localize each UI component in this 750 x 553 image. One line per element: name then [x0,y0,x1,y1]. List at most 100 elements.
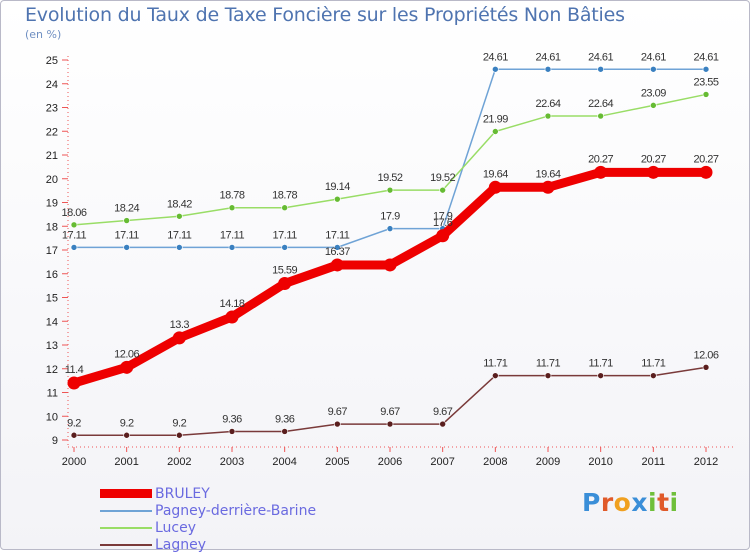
data-label-lucey: 18.78 [219,190,244,202]
data-label-lucey: 18.24 [114,203,139,215]
x-tick-label: 2007 [430,456,454,468]
data-label-pagney-derri-re-barine: 17.11 [325,229,350,241]
data-point-lucey [281,204,288,212]
x-tick-label: 2003 [220,456,244,468]
data-label-lagney: 9.2 [67,417,81,429]
x-tick-label: 2004 [272,456,296,468]
data-point-lagney [702,364,710,371]
legend-swatch [100,509,152,512]
data-label-lagney: 9.2 [120,417,134,429]
data-point-lagney [123,431,130,439]
data-label-lagney: 11.71 [536,358,561,370]
legend-item: Lucey [100,519,316,536]
legend-label: Lagney [155,536,207,553]
data-label-bruley: 15.59 [272,264,297,276]
data-label-pagney-derri-re-barine: 24.61 [588,51,613,63]
data-label-pagney-derri-re-barine: 24.61 [693,51,718,63]
legend-label: Lucey [155,519,197,536]
y-tick-label: 24 [46,79,58,91]
data-point-pagney-derri-re-barine [702,65,710,73]
logo-letter: i [648,488,658,517]
data-label-pagney-derri-re-barine: 17.9 [380,211,400,223]
y-tick-label: 18 [46,221,58,233]
data-point-pagney-derri-re-barine [650,65,657,73]
data-point-lucey [702,91,710,98]
data-point-bruley [278,276,292,290]
data-point-bruley [383,258,397,272]
y-tick-label: 11 [47,388,58,400]
data-label-pagney-derri-re-barine: 17.11 [62,229,87,241]
legend-swatch [100,526,152,529]
data-point-lucey [176,212,183,220]
data-point-bruley [330,258,344,272]
data-point-pagney-derri-re-barine [228,244,236,251]
data-label-lucey: 22.64 [588,98,613,110]
x-tick-label: 2012 [694,456,718,468]
data-point-lucey [70,221,78,229]
x-tick-label: 2000 [62,456,86,468]
y-tick-label: 25 [46,55,58,67]
data-label-bruley: 12.06 [114,348,139,360]
data-label-lagney: 9.67 [328,406,348,418]
data-point-lagney [439,420,446,428]
y-tick-label: 14 [46,316,58,328]
data-point-lagney [70,431,78,439]
data-label-bruley: 19.64 [483,168,508,180]
data-label-lagney: 9.2 [172,417,186,429]
legend-swatch [100,543,152,546]
data-label-lucey: 18.42 [167,198,192,210]
data-label-lucey: 23.55 [693,76,718,88]
data-point-bruley [172,331,186,345]
legend-swatch [100,489,152,498]
y-tick-label: 9 [52,435,58,447]
data-point-lucey [334,195,341,203]
data-label-lucey: 23.09 [641,87,666,99]
data-point-bruley [67,376,81,390]
data-point-lucey [650,102,657,109]
data-point-bruley [436,229,450,243]
data-label-bruley: 19.64 [535,168,560,180]
data-label-bruley: 13.3 [170,319,190,331]
data-label-lagney: 9.67 [380,406,400,418]
logo-letter: P [582,488,601,517]
data-point-lagney [228,428,236,435]
y-tick-label: 17 [46,245,58,257]
data-label-bruley: 20.27 [588,153,613,165]
data-label-lagney: 9.36 [222,413,242,425]
data-label-pagney-derri-re-barine: 17.9 [433,211,453,223]
data-point-lagney [176,431,183,439]
data-point-bruley [594,165,608,179]
data-label-pagney-derri-re-barine: 24.61 [535,51,560,63]
data-point-bruley [699,165,713,179]
data-point-lagney [597,372,604,379]
x-tick-label: 2011 [642,456,666,468]
data-point-lagney [544,372,552,379]
legend-label: BRULEY [155,485,210,502]
y-tick-label: 20 [46,174,58,186]
data-label-lucey: 19.14 [325,181,350,193]
data-point-lucey [597,112,604,120]
proxiti-logo: Proxiti [582,488,679,517]
data-point-pagney-derri-re-barine [597,65,604,73]
data-point-bruley [541,180,555,194]
y-tick-label: 23 [46,103,58,115]
data-point-lagney [492,372,499,379]
data-label-pagney-derri-re-barine: 24.61 [641,51,666,63]
x-tick-label: 2001 [114,456,138,468]
data-point-pagney-derri-re-barine [176,244,183,251]
data-point-lucey [439,186,446,194]
data-point-pagney-derri-re-barine [386,225,394,232]
x-tick-label: 2005 [325,456,349,468]
y-tick-label: 10 [46,411,58,423]
data-label-bruley: 11.4 [65,364,84,376]
data-label-lucey: 18.78 [272,190,297,202]
data-label-lucey: 19.52 [377,172,402,184]
x-tick-label: 2006 [378,456,402,468]
chart-title: Evolution du Taux de Taxe Foncière sur l… [25,4,625,26]
y-tick-label: 16 [46,269,58,281]
data-point-pagney-derri-re-barine [281,244,288,251]
data-point-lucey [544,112,552,120]
legend-item: BRULEY [100,485,316,502]
